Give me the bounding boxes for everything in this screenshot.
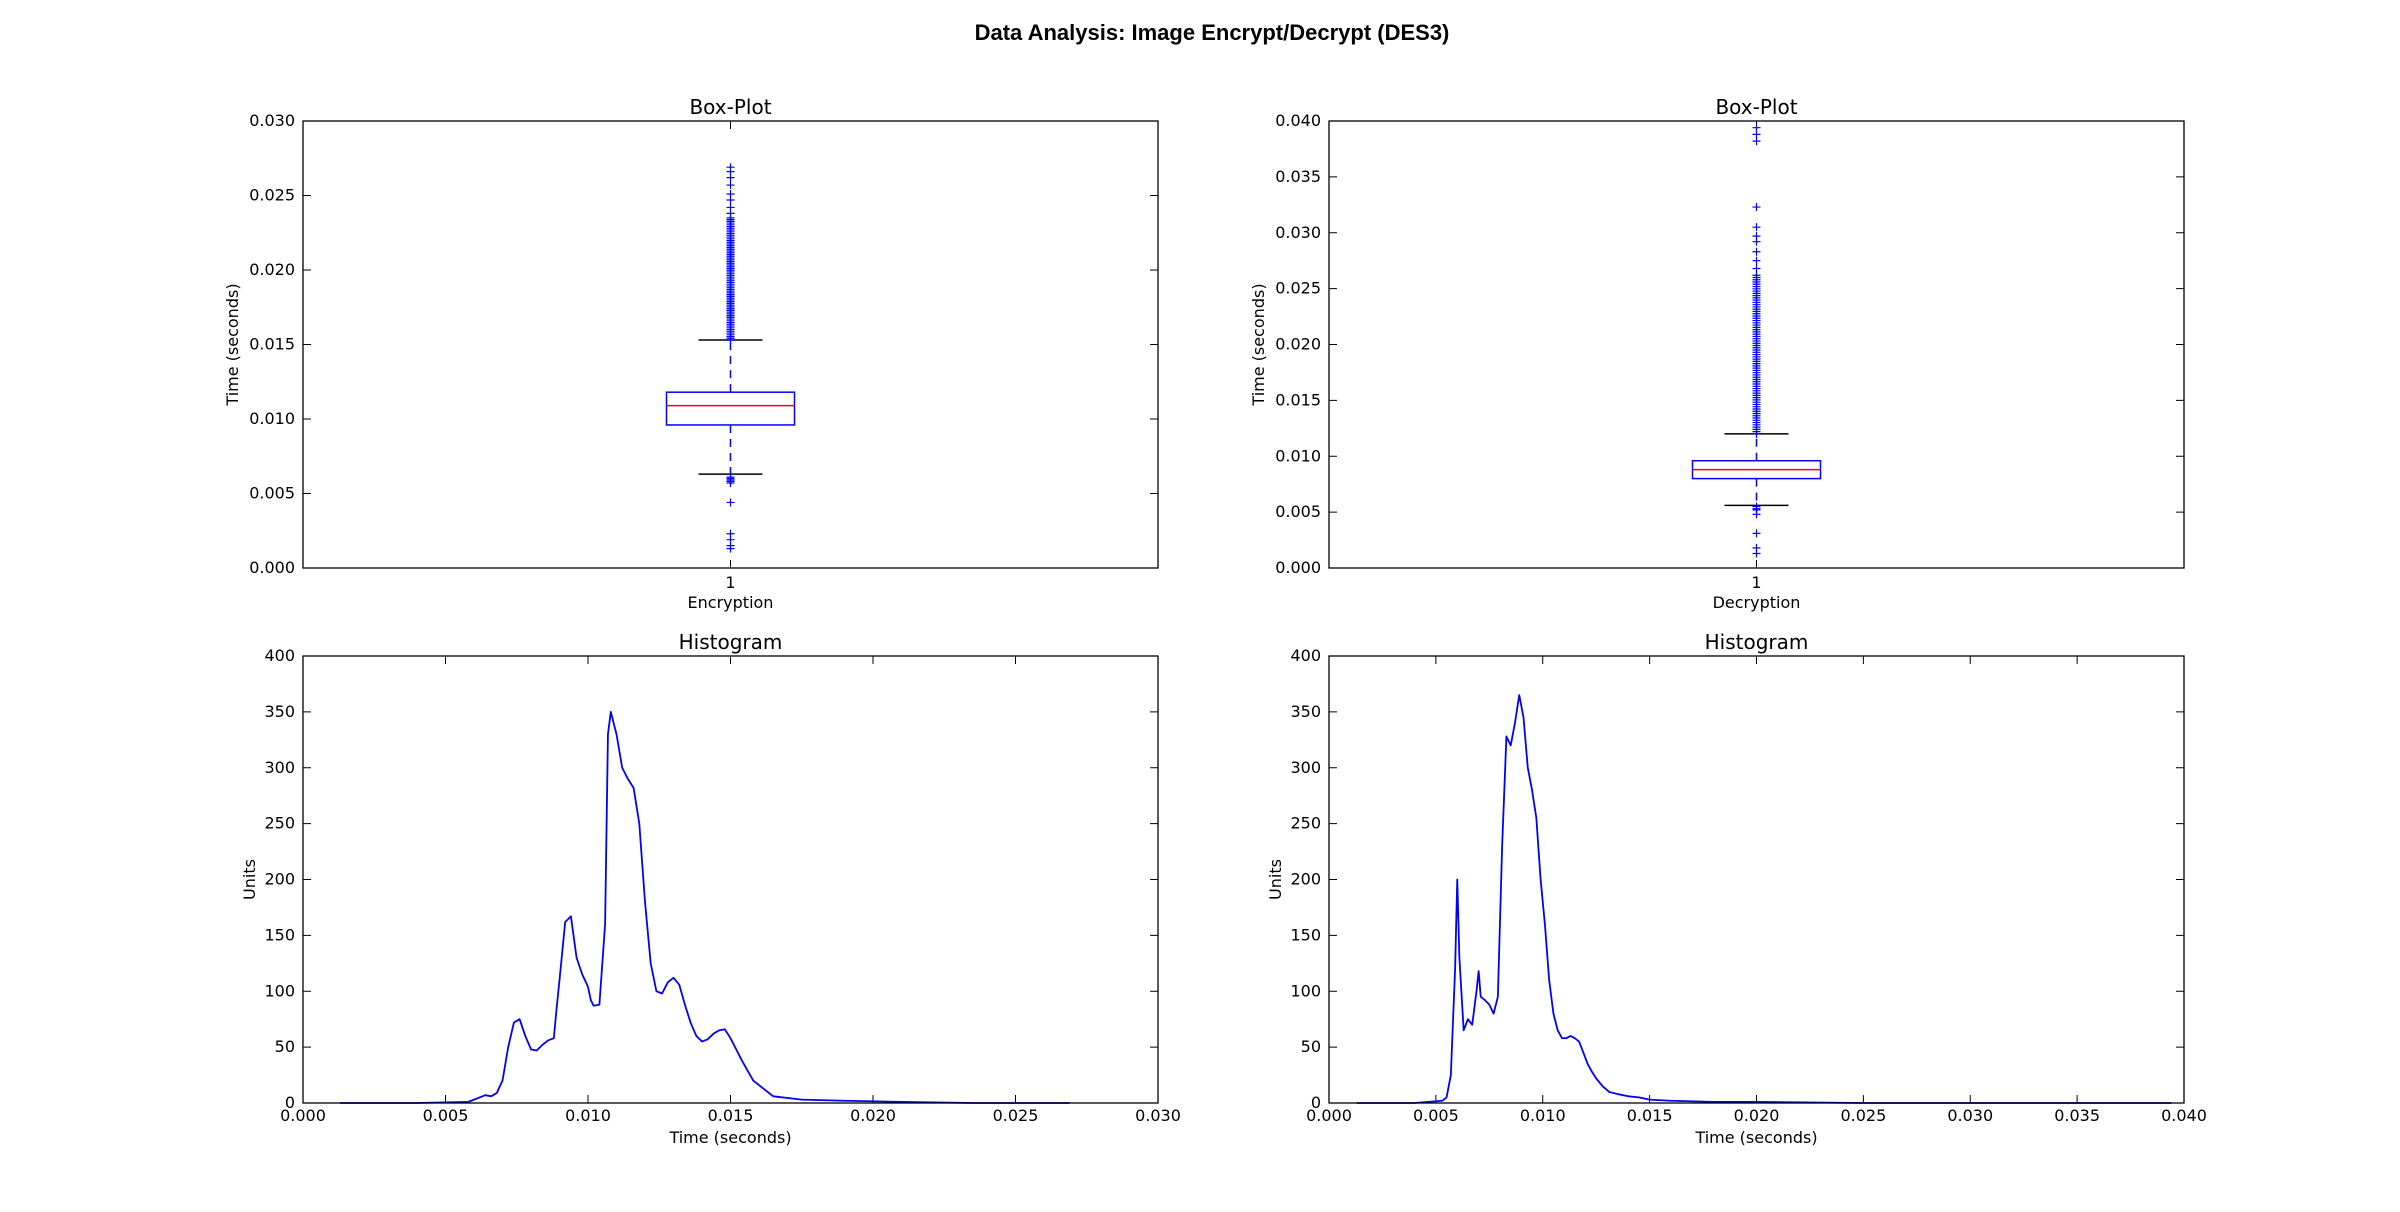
x-axis-label: Decryption <box>1713 593 1801 612</box>
box <box>665 391 796 426</box>
x-tick-label: 0.000 <box>280 1106 326 1125</box>
y-tick-label: 0 <box>285 1093 295 1112</box>
outlier-marker <box>726 498 735 507</box>
y-tick-label: 150 <box>264 925 295 944</box>
outlier-marker <box>726 544 735 553</box>
figure-title: Data Analysis: Image Encrypt/Decrypt (DE… <box>975 20 1450 45</box>
y-tick-label: 0.010 <box>1275 446 1321 465</box>
subplots: Box-Plot Encryption Time (seconds) 0.000 0.0… <box>223 95 2207 1147</box>
x-tick-label: 0.010 <box>1520 1106 1566 1125</box>
outlier-marker <box>1752 137 1761 146</box>
x-tick-label: 0.025 <box>1840 1106 1886 1125</box>
outlier-marker <box>1752 203 1761 212</box>
y-tick-label: 400 <box>1290 646 1321 665</box>
y-tick-label: 0.015 <box>1275 390 1321 409</box>
chart-title: Box-Plot <box>1715 95 1797 119</box>
outlier-marker <box>1752 223 1761 232</box>
chart-2: Box-Plot Decryption Time (seconds) 0.000 0.0… <box>1249 95 2185 612</box>
y-axis-label: Units <box>240 859 259 900</box>
x-axis-label: Time (seconds) <box>668 1128 791 1147</box>
y-tick-label: 350 <box>264 702 295 721</box>
y-tick-label: 200 <box>1290 870 1321 889</box>
y-axis-label: Time (seconds) <box>223 283 242 406</box>
y-tick-label: 0.025 <box>249 186 295 205</box>
y-tick-label: 0.005 <box>1275 502 1321 521</box>
chart-title: Box-Plot <box>689 95 771 119</box>
x-tick-label: 0.020 <box>1734 1106 1780 1125</box>
outlier-marker <box>1752 247 1761 256</box>
x-tick-label: 0.030 <box>1947 1106 1993 1125</box>
y-tick-label: 0.035 <box>1275 167 1321 186</box>
chart-title: Histogram <box>1705 630 1809 654</box>
x-tick-label: 0.035 <box>2054 1106 2100 1125</box>
x-tick-label: 0.005 <box>423 1106 469 1125</box>
outlier-marker <box>726 190 735 199</box>
outlier-marker <box>1752 529 1761 538</box>
outlier-marker <box>1752 264 1761 273</box>
x-tick-label: 0.000 <box>1306 1106 1352 1125</box>
chart-3: Histogram Time (seconds) Units 0 50 100 150 200… <box>240 630 1181 1147</box>
outlier-marker <box>726 479 735 488</box>
y-tick-label: 0.030 <box>1275 223 1321 242</box>
outlier-marker <box>726 163 735 172</box>
y-tick-label: 350 <box>1290 702 1321 721</box>
y-tick-label: 0.025 <box>1275 279 1321 298</box>
y-tick-label: 0 <box>1311 1093 1321 1112</box>
histogram-line <box>1356 694 2172 1104</box>
y-tick-label: 0.040 <box>1275 111 1321 130</box>
x-tick-label: 0.020 <box>850 1106 896 1125</box>
outlier-marker-dense <box>1752 271 1761 280</box>
y-tick-label: 0.010 <box>249 409 295 428</box>
outlier-marker <box>1752 232 1761 241</box>
outlier-marker <box>1752 123 1761 132</box>
x-tick-label: 0.030 <box>1135 1106 1181 1125</box>
x-tick-label: 0.010 <box>565 1106 611 1125</box>
histogram-line <box>340 710 1070 1104</box>
y-tick-label: 0.000 <box>249 558 295 577</box>
y-tick-label: 50 <box>275 1037 295 1056</box>
chart-title: Histogram <box>679 630 783 654</box>
x-tick-label: 1 <box>1751 573 1761 592</box>
x-tick-label: 1 <box>725 573 735 592</box>
y-tick-label: 0.005 <box>249 484 295 503</box>
outlier-marker <box>1752 510 1761 519</box>
outlier-marker <box>726 203 735 212</box>
outlier-marker <box>1752 549 1761 558</box>
x-axis-label: Encryption <box>688 593 774 612</box>
y-tick-label: 200 <box>264 870 295 889</box>
chart-4: Histogram Time (seconds) Units 0 50 100 150 200… <box>1266 630 2207 1147</box>
y-tick-label: 300 <box>264 758 295 777</box>
x-axis-label: Time (seconds) <box>1694 1128 1817 1147</box>
y-tick-label: 300 <box>1290 758 1321 777</box>
y-tick-label: 250 <box>1290 814 1321 833</box>
plot-frame <box>1328 120 2185 569</box>
y-tick-label: 400 <box>264 646 295 665</box>
y-tick-label: 0.030 <box>249 111 295 130</box>
y-tick-label: 0.020 <box>1275 335 1321 354</box>
y-axis-label: Time (seconds) <box>1249 283 1268 406</box>
outlier-marker <box>1752 256 1761 265</box>
x-tick-label: 0.005 <box>1413 1106 1459 1125</box>
y-axis-label: Units <box>1266 859 1285 900</box>
y-tick-label: 250 <box>264 814 295 833</box>
x-tick-label: 0.040 <box>2161 1106 2207 1125</box>
x-tick-label: 0.025 <box>993 1106 1039 1125</box>
y-tick-label: 0.000 <box>1275 558 1321 577</box>
plot-frame <box>302 655 1159 1104</box>
y-tick-label: 150 <box>1290 925 1321 944</box>
y-tick-label: 50 <box>1301 1037 1321 1056</box>
x-tick-label: 0.015 <box>708 1106 754 1125</box>
x-tick-label: 0.015 <box>1627 1106 1673 1125</box>
plot-frame <box>1328 655 2185 1104</box>
outlier-marker <box>1752 130 1761 139</box>
outlier-marker <box>726 181 735 190</box>
y-tick-label: 100 <box>264 981 295 1000</box>
plot-frame <box>302 120 1159 569</box>
chart-1: Box-Plot Encryption Time (seconds) 0.000 0.0… <box>223 95 1159 612</box>
y-tick-label: 100 <box>1290 981 1321 1000</box>
y-tick-label: 0.020 <box>249 260 295 279</box>
y-tick-label: 0.015 <box>249 335 295 354</box>
outlier-marker-dense <box>726 213 735 222</box>
